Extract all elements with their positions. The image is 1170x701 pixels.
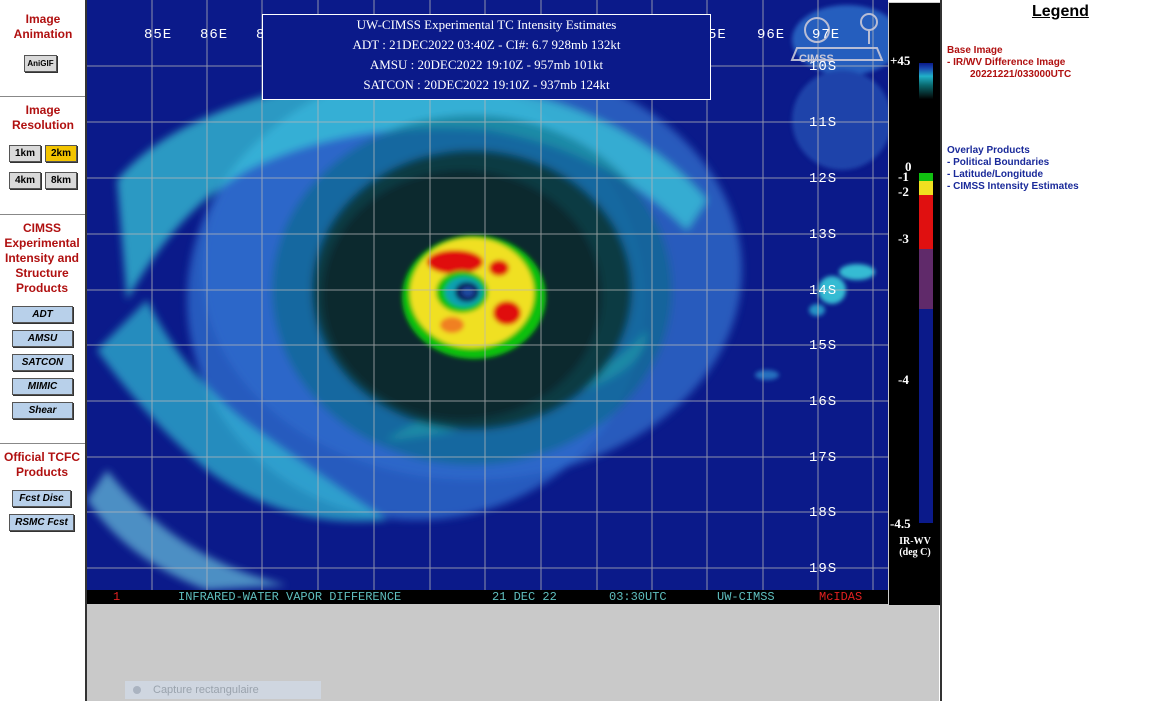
res-2km-button[interactable]: 2km: [45, 145, 77, 162]
lat-label: 11S: [809, 115, 837, 131]
lat-label: 14S: [809, 283, 837, 299]
intensity-estimates-box: UW-CIMSS Experimental TC Intensity Estim…: [262, 14, 711, 100]
overlay-item-intensity: - CIMSS Intensity Estimates: [947, 181, 1079, 192]
overlay-item-boundaries: - Political Boundaries: [947, 157, 1050, 168]
lon-label: 85E: [144, 27, 172, 43]
amsu-button[interactable]: AMSU: [12, 330, 73, 347]
lat-label: 19S: [809, 561, 837, 577]
cimss-products-title: CIMSS Experimental Intensity and Structu…: [4, 221, 80, 295]
lat-label: 18S: [809, 505, 837, 521]
adt-button[interactable]: ADT: [12, 306, 73, 323]
cimss-logo-text: CIMSS: [799, 53, 834, 65]
infobox-title: UW-CIMSS Experimental TC Intensity Estim…: [356, 17, 617, 32]
colorbar-label: -1: [898, 169, 909, 184]
infobox-satcon: SATCON : 20DEC2022 19:10Z - 937mb 124kt: [363, 77, 610, 92]
lat-label: 15S: [809, 338, 837, 354]
colorbar-label: 0: [905, 159, 912, 174]
res-4km-button[interactable]: 4km: [9, 172, 41, 189]
lon-label: 96E: [757, 27, 785, 43]
image-resolution-title: Image Resolution: [12, 103, 74, 132]
colorbar-label: +45: [890, 53, 911, 68]
image-animation-title: Image Animation: [13, 12, 73, 41]
divider: [0, 443, 85, 444]
colorbar-label: -2: [898, 184, 909, 199]
colorbar-label: -3: [898, 231, 909, 246]
frame-number: 1: [113, 590, 121, 604]
lon-label: 86E: [200, 27, 228, 43]
cimss-logo: [790, 13, 884, 61]
capture-label: Capture rectangulaire: [153, 684, 259, 696]
satcon-button[interactable]: SATCON: [12, 354, 73, 371]
overlay-item-latlon: - Latitude/Longitude: [947, 169, 1044, 180]
lat-label: 16S: [809, 394, 837, 410]
res-8km-button[interactable]: 8km: [45, 172, 77, 189]
colorbar-title-line1: IR-WV: [899, 536, 931, 547]
colorbar-label: -4: [898, 372, 909, 387]
base-image-date: 20221221/033000UTC: [970, 69, 1072, 80]
lon-label: 5E: [708, 27, 727, 43]
satellite-image: CIMSS 85E 86E 8 5E 96E 97E 10S 11S 12S 1…: [87, 0, 888, 590]
image-source: UW-CIMSS: [717, 590, 775, 604]
anigif-button[interactable]: AniGIF: [24, 55, 57, 72]
lon-label: 97E: [812, 27, 840, 43]
infobox-adt: ADT : 21DEC2022 03:40Z - CI#: 6.7 928mb …: [352, 37, 621, 52]
colorbar-gradient: [919, 63, 933, 523]
colorbar: +45 0 -1 -2 -3 -4 -4.5: [888, 2, 941, 606]
base-image-item: - IR/WV Difference Image: [947, 57, 1066, 68]
colorbar-title-line2: (deg C): [899, 547, 931, 558]
satellite-imagery: CIMSS 85E 86E 8 5E 96E 97E 10S 11S 12S 1…: [87, 0, 888, 590]
lat-label: 17S: [809, 450, 837, 466]
colorbar-label: -4.5: [890, 516, 911, 531]
mimic-button[interactable]: MIMIC: [12, 378, 73, 395]
divider: [0, 96, 85, 97]
capture-tooltip[interactable]: Capture rectangulaire: [125, 681, 321, 699]
legend-title: Legend: [1032, 3, 1089, 20]
bottom-panel: Capture rectangulaire: [87, 604, 939, 701]
rsmc-fcst-button[interactable]: RSMC Fcst: [9, 514, 74, 531]
capture-icon: [133, 686, 141, 695]
product-name: INFRARED-WATER VAPOR DIFFERENCE: [178, 590, 402, 604]
official-products-title: Official TCFC Products: [3, 450, 80, 479]
lat-label: 10S: [809, 59, 837, 75]
image-status-bar: 1 INFRARED-WATER VAPOR DIFFERENCE 21 DEC…: [87, 590, 888, 604]
overlay-heading: Overlay Products: [947, 145, 1030, 156]
image-time: 03:30UTC: [609, 590, 667, 604]
lat-label: 12S: [809, 171, 837, 187]
lat-label: 13S: [809, 227, 837, 243]
fcst-disc-button[interactable]: Fcst Disc: [12, 490, 71, 507]
lon-label: 8: [256, 27, 265, 43]
base-image-heading: Base Image: [947, 45, 1003, 56]
res-1km-button[interactable]: 1km: [9, 145, 41, 162]
shear-button[interactable]: Shear: [12, 402, 73, 419]
image-date: 21 DEC 22: [492, 590, 557, 604]
divider: [0, 214, 85, 215]
colorbar-title: IR-WV (deg C): [895, 536, 935, 558]
infobox-amsu: AMSU : 20DEC2022 19:10Z - 957mb 101kt: [369, 57, 604, 72]
software-name: McIDAS: [819, 590, 863, 604]
sidebar: Image Animation AniGIF Image Resolution …: [0, 0, 87, 701]
legend-panel: Legend Base Image - IR/WV Difference Ima…: [940, 0, 1170, 701]
